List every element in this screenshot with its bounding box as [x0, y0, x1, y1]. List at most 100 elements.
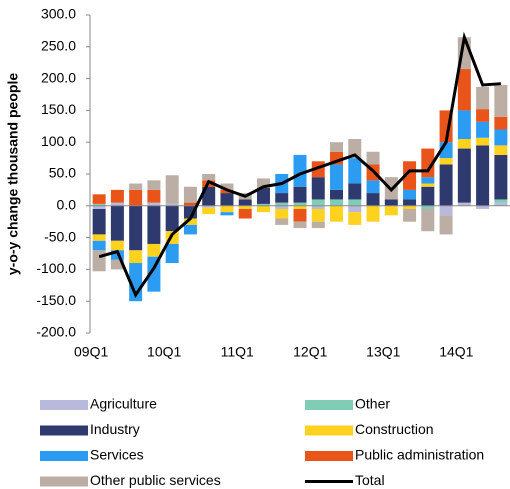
- bar-segment: [238, 205, 252, 209]
- bar-segment: [293, 202, 307, 206]
- bar-segment: [275, 218, 289, 225]
- legend-label: Services: [90, 447, 144, 463]
- bar-segment: [293, 208, 307, 222]
- legend-swatch: [40, 451, 88, 461]
- bar-segment: [494, 129, 508, 146]
- bar-segment: [348, 158, 362, 184]
- bar-segment: [457, 110, 471, 140]
- bar-segment: [403, 205, 417, 209]
- bar-segment: [147, 189, 161, 203]
- bar-segment: [92, 208, 106, 235]
- bar-segment: [147, 256, 161, 292]
- bar-segment: [457, 69, 471, 111]
- bar-segment: [202, 205, 216, 208]
- bar-segment: [330, 189, 344, 200]
- bar-segment: [293, 154, 307, 187]
- bar-segment: [165, 243, 179, 264]
- bar-segment: [348, 212, 362, 225]
- legend-swatch: [305, 400, 353, 410]
- y-axis-label: y-o-y change thousand people: [5, 73, 21, 275]
- bar-segment: [403, 199, 417, 206]
- bar-segment: [202, 207, 216, 215]
- bar-segment: [110, 240, 124, 251]
- legend-label: Other public services: [90, 472, 221, 488]
- bar-segment: [147, 202, 161, 206]
- bar-segment: [348, 205, 362, 213]
- y-tick-label: -200.0: [36, 324, 76, 340]
- y-tick-label: -150.0: [36, 292, 76, 308]
- bar-segment: [147, 180, 161, 190]
- bar-segment: [439, 215, 453, 235]
- bar-segment: [494, 145, 508, 155]
- bar-segment: [330, 164, 344, 190]
- bar-segment: [202, 174, 216, 181]
- legend-label: Total: [355, 472, 385, 488]
- bar-segment: [384, 205, 398, 216]
- legend-label: Other: [355, 396, 390, 412]
- bar-segment: [421, 186, 435, 206]
- bar-segment: [366, 193, 380, 206]
- bar-segment: [330, 199, 344, 206]
- y-tick-label: -50.0: [44, 228, 76, 244]
- x-tick-label: 12Q1: [293, 344, 327, 360]
- y-tick-label: 0.0: [57, 197, 77, 213]
- bar-segment: [147, 243, 161, 257]
- bar-segment: [366, 205, 380, 222]
- bar-segment: [330, 142, 344, 152]
- x-tick-label: 13Q1: [366, 344, 400, 360]
- x-tick-label: 10Q1: [147, 344, 181, 360]
- bar-segment: [457, 139, 471, 149]
- bar-segment: [457, 148, 471, 203]
- bar-segment: [147, 205, 161, 244]
- bar-segment: [311, 199, 325, 206]
- bar-segment: [476, 121, 490, 138]
- bar-segment: [220, 212, 234, 216]
- y-tick-label: 250.0: [41, 38, 76, 54]
- bar-segment: [293, 221, 307, 229]
- bar-segment: [129, 189, 143, 206]
- bar-segment: [256, 203, 270, 206]
- y-tick-label: 150.0: [41, 101, 76, 117]
- y-tick-label: 50.0: [49, 165, 76, 181]
- legend-label: Agriculture: [90, 396, 157, 412]
- y-tick-label: 300.0: [41, 6, 76, 22]
- bar-segment: [293, 205, 307, 209]
- bar-segment: [366, 180, 380, 194]
- bar-segment: [494, 116, 508, 130]
- bar-segment: [256, 187, 270, 204]
- bar-segment: [238, 208, 252, 219]
- legend-label: Construction: [355, 421, 434, 437]
- x-tick-label: 11Q1: [221, 344, 254, 360]
- bar-segment: [110, 189, 124, 203]
- bar-segment: [92, 205, 106, 209]
- bar-segment: [275, 193, 289, 203]
- bar-segment: [92, 234, 106, 241]
- bar-segment: [421, 177, 435, 184]
- legend-swatch: [40, 476, 88, 487]
- bar-segment: [238, 199, 252, 206]
- legend-swatch: [40, 400, 88, 410]
- bar-segment: [256, 178, 270, 188]
- bar-segment: [110, 205, 124, 241]
- bar-segment: [220, 193, 234, 206]
- bar-segment: [129, 183, 143, 190]
- bar-segment: [183, 186, 197, 203]
- bar-segment: [183, 224, 197, 235]
- y-tick-label: -100.0: [36, 260, 76, 276]
- x-tick-label: 09Q1: [74, 344, 108, 360]
- bar-segment: [293, 186, 307, 203]
- bar-segment: [476, 145, 490, 206]
- total-line: [98, 31, 501, 298]
- bar-segment: [129, 250, 143, 264]
- bar-segment: [476, 109, 490, 122]
- bar-segment: [275, 205, 289, 209]
- bar-segment: [165, 175, 179, 204]
- bar-segment: [421, 205, 435, 209]
- x-tick-label: 14Q1: [439, 344, 473, 360]
- bar-segment: [165, 203, 179, 206]
- bar-segment: [457, 202, 471, 206]
- legend-swatch: [40, 425, 88, 436]
- bar-segment: [220, 205, 234, 213]
- bar-segment: [494, 199, 508, 203]
